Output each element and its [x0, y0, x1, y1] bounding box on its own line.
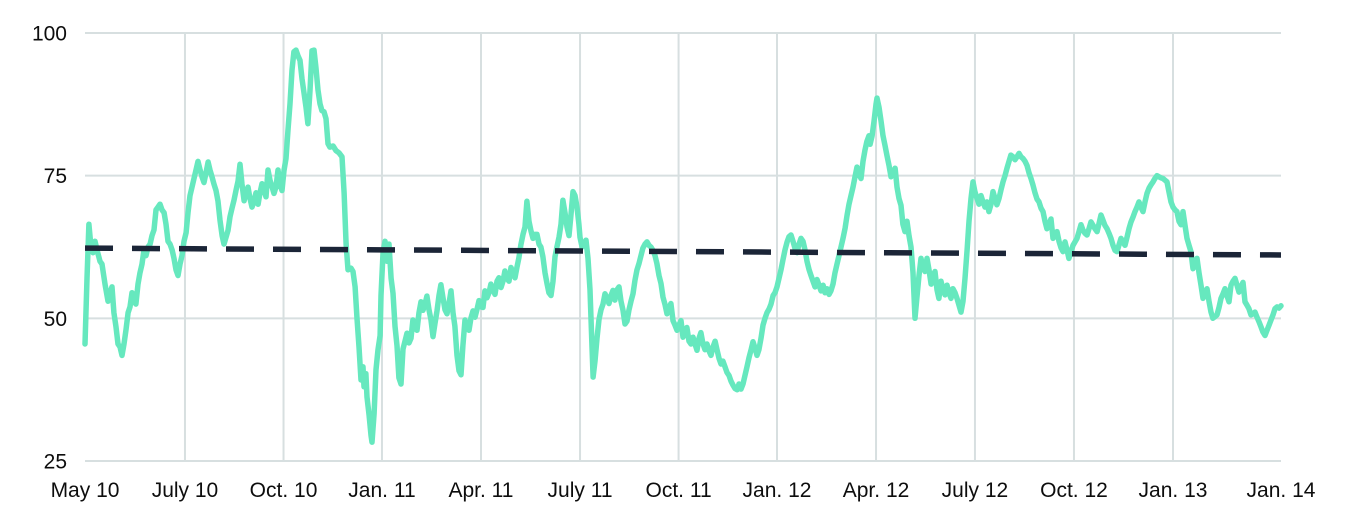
- x-axis-tick-label: Oct. 12: [1040, 479, 1108, 502]
- trend-dashed-line: [84, 245, 1282, 258]
- series-line: [82, 47, 1284, 445]
- x-axis-tick-label: May 10: [51, 479, 120, 502]
- y-axis-tick-label: 50: [44, 308, 67, 331]
- x-axis-tick-label: Oct. 10: [250, 479, 318, 502]
- y-axis-tick-label: 75: [44, 165, 67, 188]
- x-axis-tick-label: July 11: [548, 479, 613, 502]
- x-axis-tick-label: Oct. 11: [646, 479, 712, 502]
- x-axis-tick-label: Apr. 12: [843, 479, 910, 502]
- x-axis-tick-label: Jan. 13: [1139, 479, 1208, 502]
- x-axis-tick-label: Jan. 14: [1247, 479, 1316, 502]
- y-axis-tick-label: 25: [44, 451, 67, 474]
- x-axis-tick-label: July 12: [942, 479, 1009, 502]
- x-axis-tick-label: July 10: [152, 479, 219, 502]
- x-axis-tick-label: Jan. 11: [348, 479, 415, 502]
- x-axis-tick-label: Apr. 11: [448, 479, 513, 502]
- y-axis-tick-label: 100: [32, 23, 67, 46]
- x-axis-tick-label: Jan. 12: [743, 479, 812, 502]
